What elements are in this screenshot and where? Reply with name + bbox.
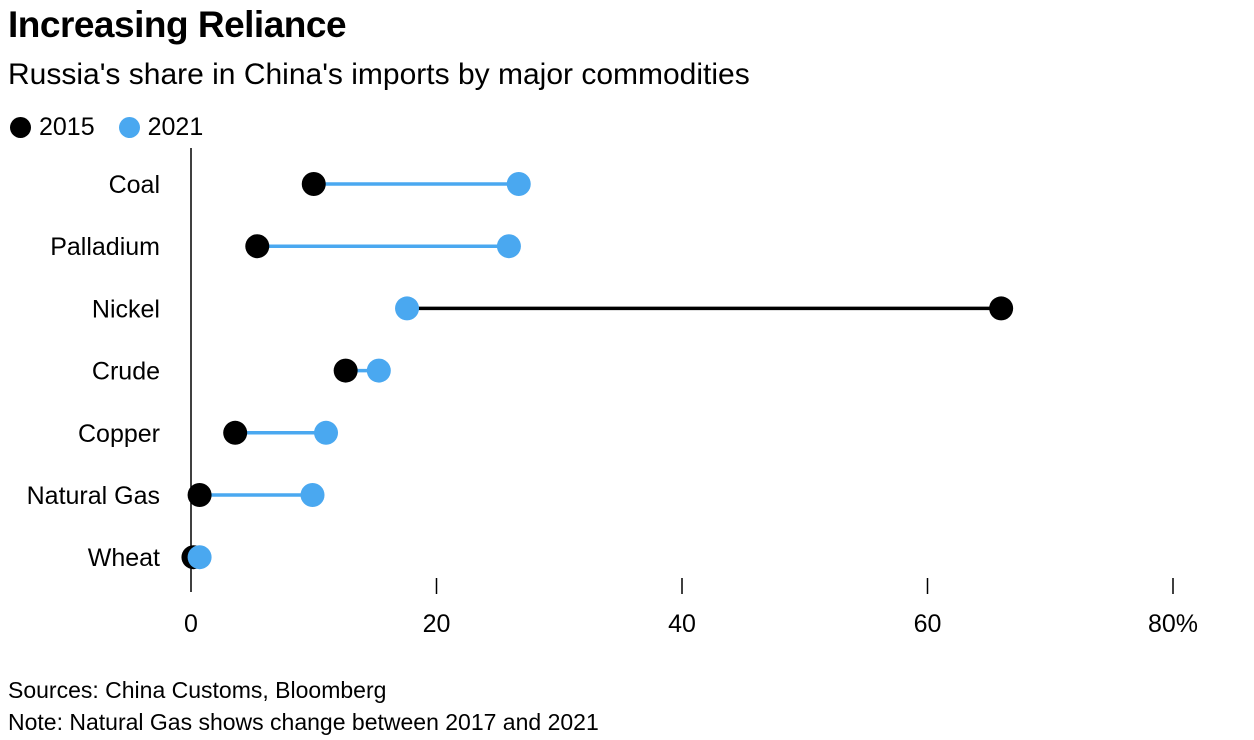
dot-2021 (314, 420, 339, 445)
dot-2015 (333, 358, 358, 383)
dot-2015 (181, 545, 206, 570)
category-label: Palladium (50, 233, 160, 261)
dot-2021 (366, 358, 391, 383)
dot-2021 (187, 545, 212, 570)
dot-2015 (187, 483, 212, 507)
dot-2021 (496, 234, 521, 259)
chart-subtitle: Russia's share in China's imports by maj… (8, 58, 750, 91)
legend-item-2021: 2021 (118, 112, 204, 142)
x-tick-label: 60 (914, 610, 942, 638)
category-label: Nickel (92, 295, 160, 323)
dot-2021 (300, 483, 325, 507)
x-tick-label: 20 (423, 610, 451, 638)
category-label: Coal (109, 171, 160, 199)
dot-2015 (223, 420, 248, 445)
category-label: Natural Gas (27, 482, 160, 510)
x-tick-label: 80% (1148, 610, 1198, 638)
category-label: Wheat (88, 544, 160, 572)
category-label: Crude (92, 358, 160, 386)
dot-2015 (989, 296, 1014, 321)
dot-2021 (395, 296, 420, 321)
chart-footer: Sources: China Customs, Bloomberg Note: … (8, 674, 599, 738)
legend-label-2015: 2015 (39, 112, 95, 141)
sources-text: Sources: China Customs, Bloomberg (8, 677, 387, 703)
legend-marker-2015 (10, 116, 31, 138)
legend-label-2021: 2021 (147, 112, 204, 141)
category-label: Copper (78, 420, 160, 448)
x-tick-label: 40 (668, 610, 696, 638)
legend: 2015 2021 (10, 108, 227, 146)
dot-2021 (506, 172, 531, 196)
dot-2015 (301, 172, 326, 196)
x-tick-label: 0 (184, 610, 198, 638)
dot-2015 (245, 234, 270, 259)
legend-marker-2021 (118, 116, 140, 138)
legend-item-2015: 2015 (10, 113, 95, 142)
chart-title: Increasing Reliance (8, 4, 347, 45)
note-text: Note: Natural Gas shows change between 2… (8, 709, 599, 735)
